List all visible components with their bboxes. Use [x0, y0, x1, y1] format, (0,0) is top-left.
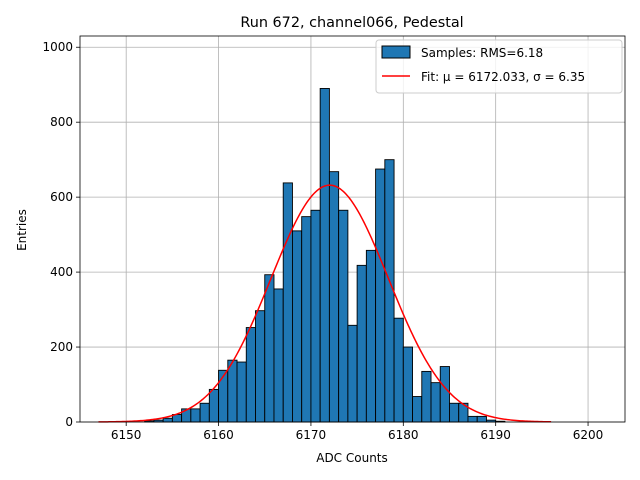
histogram-bar: [310, 209, 321, 423]
legend-label-samples: Samples: RMS=6.18: [421, 46, 543, 60]
y-axis-label: Entries: [15, 209, 29, 251]
histogram-bar: [328, 171, 340, 423]
fit-curve: [98, 184, 552, 423]
histogram-bar: [319, 88, 330, 423]
histogram-bar: [208, 388, 220, 423]
y-tick-label: 1000: [42, 40, 73, 54]
histogram-bar: [356, 264, 367, 423]
histogram-bar: [218, 369, 229, 423]
x-tick-label: 6160: [203, 428, 234, 442]
histogram-bar: [227, 359, 238, 423]
histogram-bar: [449, 402, 460, 423]
x-tick-label: 6150: [111, 428, 142, 442]
x-axis-label: ADC Counts: [316, 451, 388, 465]
chart-title: Run 672, channel066, Pedestal: [240, 15, 463, 31]
y-tick-label: 400: [50, 265, 73, 279]
x-tick-label: 6170: [296, 428, 327, 442]
legend-label-fit: Fit: μ = 6172.033, σ = 6.35: [421, 70, 585, 84]
histogram-bar: [282, 182, 293, 423]
histogram-bar: [245, 327, 256, 423]
x-tick-label: 6190: [480, 428, 511, 442]
legend: Samples: RMS=6.18 Fit: μ = 6172.033, σ =…: [375, 39, 623, 94]
y-tick-label: 200: [50, 340, 73, 354]
histogram-bar: [412, 396, 423, 423]
y-tick-label: 0: [65, 415, 73, 429]
histogram-bar: [292, 230, 303, 423]
histogram-bar: [467, 415, 478, 423]
histogram-bar: [402, 346, 413, 423]
histogram-bar: [365, 249, 377, 423]
histogram-bar: [199, 402, 210, 423]
histogram-bar: [255, 310, 266, 423]
y-tick-label: 800: [50, 115, 73, 129]
legend-swatch-samples: [381, 45, 411, 59]
histogram-bar: [347, 324, 358, 423]
histogram-bar: [476, 415, 487, 423]
histogram-bar: [236, 361, 247, 423]
histogram-bar: [162, 417, 173, 423]
histogram-bar: [439, 366, 450, 423]
histogram-bar: [273, 288, 284, 423]
histogram-bar: [190, 408, 201, 423]
y-tick-label: 600: [50, 190, 73, 204]
histogram-bar: [430, 382, 441, 423]
x-tick-label: 6180: [388, 428, 419, 442]
histogram-bar: [393, 317, 404, 423]
histogram-bars: [144, 88, 506, 423]
histogram-bar: [301, 216, 312, 423]
histogram-bar: [264, 274, 275, 423]
axis-ticks: 6150 6160 6170 6180 6190 6200 0 200 400 600 800 100…: [42, 40, 603, 442]
histogram-bar: [421, 370, 432, 423]
histogram-bar: [375, 168, 386, 423]
x-tick-label: 6200: [573, 428, 604, 442]
histogram-bar: [338, 209, 349, 423]
plot-frame: [79, 35, 626, 423]
legend-frame: [375, 39, 623, 94]
